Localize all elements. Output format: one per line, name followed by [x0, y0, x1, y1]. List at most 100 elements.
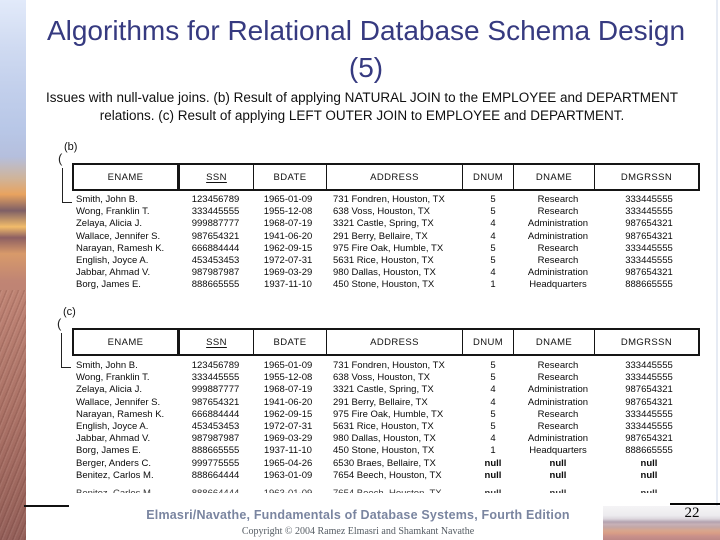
clipped-table-row-artifact: Benitez, Carlos M.8886644441963-01-09765…: [72, 488, 700, 493]
table-row: English, Joyce A. 453453453 1972-07-31 5631…: [72, 255, 700, 267]
table-cell: Research: [537, 372, 579, 384]
column-header-bdate: BDATE: [253, 163, 327, 191]
table-cell: 5: [490, 372, 496, 384]
column-header-ename: ENAME: [72, 328, 179, 356]
table-cell: 638 Voss, Houston, TX: [333, 206, 430, 218]
corner-sunset-photo: [603, 506, 720, 540]
table-cell: 1962-09-15: [263, 408, 313, 420]
table-cell: 1968-07-19: [263, 218, 313, 230]
table-cell: Research: [537, 408, 579, 420]
table-row: Narayan, Ramesh K. 666884444 1962-09-15 975…: [72, 409, 700, 421]
table-row: Jabbar, Ahmad V. 987987987 1969-03-29 980 D…: [72, 267, 700, 279]
table-cell: 987654321: [625, 433, 673, 445]
table-cell: Wong, Franklin T.: [76, 372, 150, 384]
table-cell: 291 Berry, Bellaire, TX: [333, 230, 428, 242]
table-cell: Narayan, Ramesh K.: [76, 408, 165, 420]
table-cell: Benitez, Carlos M.: [72, 488, 179, 493]
table-cell: Wallace, Jennifer S.: [76, 396, 161, 408]
table-cell: 666884444: [191, 242, 240, 254]
header-row: ENAME SSN BDATE ADDRESS DNUM DNAME DMGRSSN: [72, 163, 700, 191]
table-row: Zelaya, Alicia J. 999887777 1968-07-19 3321…: [72, 218, 700, 230]
table-cell: 1963-01-09: [263, 469, 313, 481]
column-header-dmgrssn: DMGRSSN: [594, 328, 700, 356]
table-cell: 1: [490, 279, 496, 291]
page-number-rule: [670, 503, 720, 505]
table-cell: 7654 Beech, Houston, TX: [333, 469, 442, 481]
figure-c-brace: (: [57, 316, 62, 331]
table-cell: 450 Stone, Houston, TX: [333, 279, 435, 291]
left-sunset-photo-strip: [0, 0, 26, 540]
column-header-dnum: DNUM: [462, 328, 514, 356]
table-cell: 888664444: [191, 469, 240, 481]
table-cell: Narayan, Ramesh K.: [76, 242, 165, 254]
column-header-ename: ENAME: [72, 163, 179, 191]
table-cell: Borg, James E.: [76, 279, 141, 291]
table-cell: Research: [537, 194, 579, 205]
table-cell: 975 Fire Oak, Humble, TX: [333, 408, 444, 420]
slide-title: Algorithms for Relational Database Schem…: [46, 15, 686, 83]
column-header-address: ADDRESS: [326, 163, 463, 191]
table-cell: Administration: [527, 396, 589, 408]
table-row: Borg, James E. 888665555 1937-11-10 450 Sto…: [72, 279, 700, 291]
table-row: Wong, Franklin T. 333445555 1955-12-08 638 …: [72, 206, 700, 218]
table-cell: 1969-03-29: [263, 267, 313, 279]
table-cell: 987654321: [625, 218, 673, 230]
header-row: ENAME SSN BDATE ADDRESS DNUM DNAME DMGRSSN: [72, 328, 700, 356]
table-row: Wallace, Jennifer S. 987654321 1941-06-20 2…: [72, 397, 700, 409]
table-cell: 1937-11-10: [264, 445, 312, 457]
table-cell: 1962-09-15: [263, 242, 313, 254]
slide-subtitle: Issues with null-value joins. (b) Result…: [46, 90, 678, 123]
table-row: Narayan, Ramesh K. 666884444 1962-09-15 975…: [72, 243, 700, 255]
table-cell: 1941-06-20: [263, 230, 313, 242]
table-cell: 333445555: [625, 206, 673, 218]
page-number: 22: [684, 505, 700, 521]
table-cell: Zelaya, Alicia J.: [76, 384, 142, 396]
column-header-ssn: SSN: [177, 328, 254, 356]
natural-join-table-header: ENAME SSN BDATE ADDRESS DNUM DNAME DMGRSSN: [72, 163, 700, 191]
table-cell: 4: [490, 384, 496, 396]
table-cell: 1965-01-09: [263, 360, 313, 371]
table-cell: 731 Fondren, Houston, TX: [333, 360, 445, 371]
table-cell: 888665555: [191, 445, 240, 457]
table-cell: null: [640, 469, 658, 481]
table-cell: 666884444: [191, 408, 240, 420]
table-cell: 3321 Castle, Spring, TX: [333, 384, 434, 396]
table-cell: 453453453: [191, 255, 240, 267]
figure-b-brace: (: [58, 151, 63, 166]
table-cell: 1968-07-19: [263, 384, 313, 396]
table-cell: 123456789: [191, 360, 240, 371]
table-cell: 7654 Beech, Houston, TX: [324, 488, 468, 493]
table-cell: 987654321: [625, 230, 673, 242]
table-cell: 5631 Rice, Houston, TX: [333, 255, 434, 267]
table-cell: Administration: [527, 230, 589, 242]
column-header-dnum: DNUM: [462, 163, 514, 191]
figure-b-label: (b): [64, 141, 78, 153]
table-row: English, Joyce A. 453453453 1972-07-31 5631…: [72, 421, 700, 433]
table-cell: Research: [537, 421, 579, 433]
table-cell: 5: [490, 206, 496, 218]
table-cell: 999887777: [191, 384, 240, 396]
table-cell: null: [549, 457, 567, 469]
table-cell: Administration: [527, 433, 589, 445]
table-cell: null: [518, 488, 598, 493]
table-cell: 980 Dallas, Houston, TX: [333, 433, 436, 445]
table-cell: Smith, John B.: [76, 360, 138, 371]
table-cell: Research: [537, 360, 579, 371]
table-cell: 333445555: [625, 408, 673, 420]
table-cell: 1963-01-09: [252, 488, 324, 493]
table-cell: 1941-06-20: [263, 396, 313, 408]
column-header-bdate: BDATE: [253, 328, 327, 356]
table-row: Berger, Anders C. 999775555 1965-04-26 6530…: [72, 458, 700, 470]
table-cell: 5: [490, 255, 496, 267]
table-cell: 3321 Castle, Spring, TX: [333, 218, 434, 230]
table-row: Zelaya, Alicia J. 999887777 1968-07-19 3321…: [72, 384, 700, 396]
table-row: Borg, James E. 888665555 1937-11-10 450 Sto…: [72, 445, 700, 457]
table-cell: Smith, John B.: [76, 194, 138, 205]
table-row: Smith, John B. 123456789 1965-01-09 731 Fon…: [72, 194, 700, 206]
table-cell: null: [484, 457, 502, 469]
footer-copyright: Copyright © 2004 Ramez Elmasri and Shamk…: [241, 526, 475, 537]
table-cell: 5: [490, 408, 496, 420]
table-cell: 987987987: [191, 267, 240, 279]
table-cell: Headquarters: [529, 445, 587, 457]
table-cell: Headquarters: [529, 279, 587, 291]
